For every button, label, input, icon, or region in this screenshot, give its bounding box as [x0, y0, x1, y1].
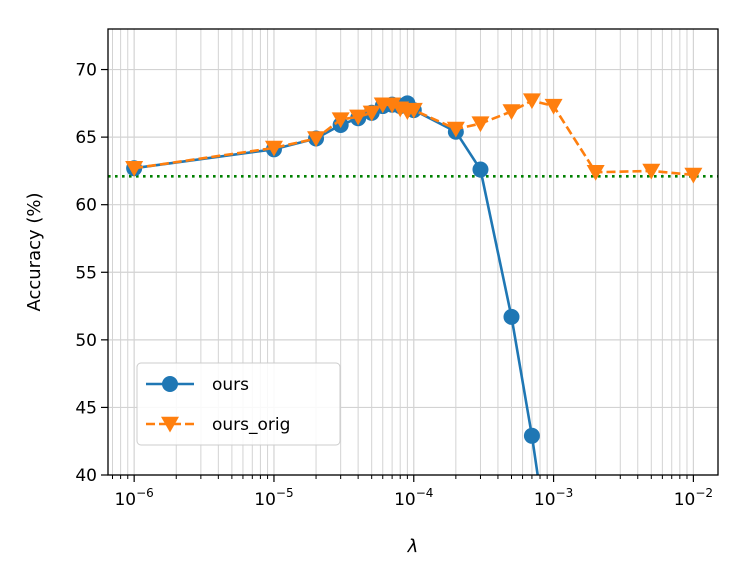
data-point-ours-orig: [349, 109, 368, 126]
y-tick-label: 55: [75, 263, 97, 283]
data-point-ours-orig: [307, 131, 326, 148]
y-tick-label: 60: [75, 196, 97, 216]
y-tick-label: 40: [75, 466, 97, 486]
data-point-ours-orig: [522, 93, 541, 110]
x-axis-ticks: 10−6 10−5 10−4 10−3 10−2: [111, 475, 713, 510]
y-tick-label: 50: [75, 331, 97, 351]
x-tick-label: 10−5: [254, 486, 293, 510]
x-tick-label: 10−2: [674, 486, 713, 510]
data-point-ours-orig: [502, 104, 521, 120]
data-point-ours-orig: [404, 102, 423, 119]
y-axis-ticks: 40 45 50 55 60 65 70: [75, 61, 108, 486]
legend-marker-ours: [162, 376, 178, 392]
y-tick-label: 65: [75, 128, 97, 148]
data-point-ours-orig: [331, 112, 350, 129]
x-tick-label: 10−3: [534, 486, 573, 510]
data-point-ours-orig: [264, 140, 283, 157]
data-point-ours: [523, 427, 540, 444]
data-point-ours-orig: [642, 163, 661, 180]
y-tick-label: 70: [75, 61, 97, 81]
data-point-ours-orig: [586, 165, 605, 181]
y-axis-label: Accuracy (%): [24, 192, 45, 311]
legend-marker-ours-orig: [161, 416, 179, 433]
y-tick-label: 45: [75, 398, 97, 418]
data-point-ours-orig: [446, 121, 465, 138]
data-point-ours-orig: [684, 167, 703, 184]
data-point-ours-orig: [471, 116, 490, 133]
legend: ours ours_orig: [136, 362, 341, 446]
plot-area: [108, 93, 718, 475]
series-group: [125, 93, 703, 475]
x-axis-label: λ: [407, 536, 419, 557]
x-tick-label: 10−6: [114, 486, 153, 510]
x-tick-label: 10−4: [394, 486, 433, 510]
plot-frame: [107, 28, 719, 476]
data-point-ours-orig: [125, 161, 144, 177]
data-point-ours-orig: [544, 98, 563, 115]
data-point-ours: [503, 308, 520, 325]
data-point-ours-orig: [383, 97, 402, 114]
data-point-ours-orig: [362, 105, 381, 122]
legend-label-ours-orig: ours_orig: [212, 415, 290, 435]
legend-label-ours: ours: [212, 375, 249, 395]
data-point-ours: [472, 161, 489, 178]
